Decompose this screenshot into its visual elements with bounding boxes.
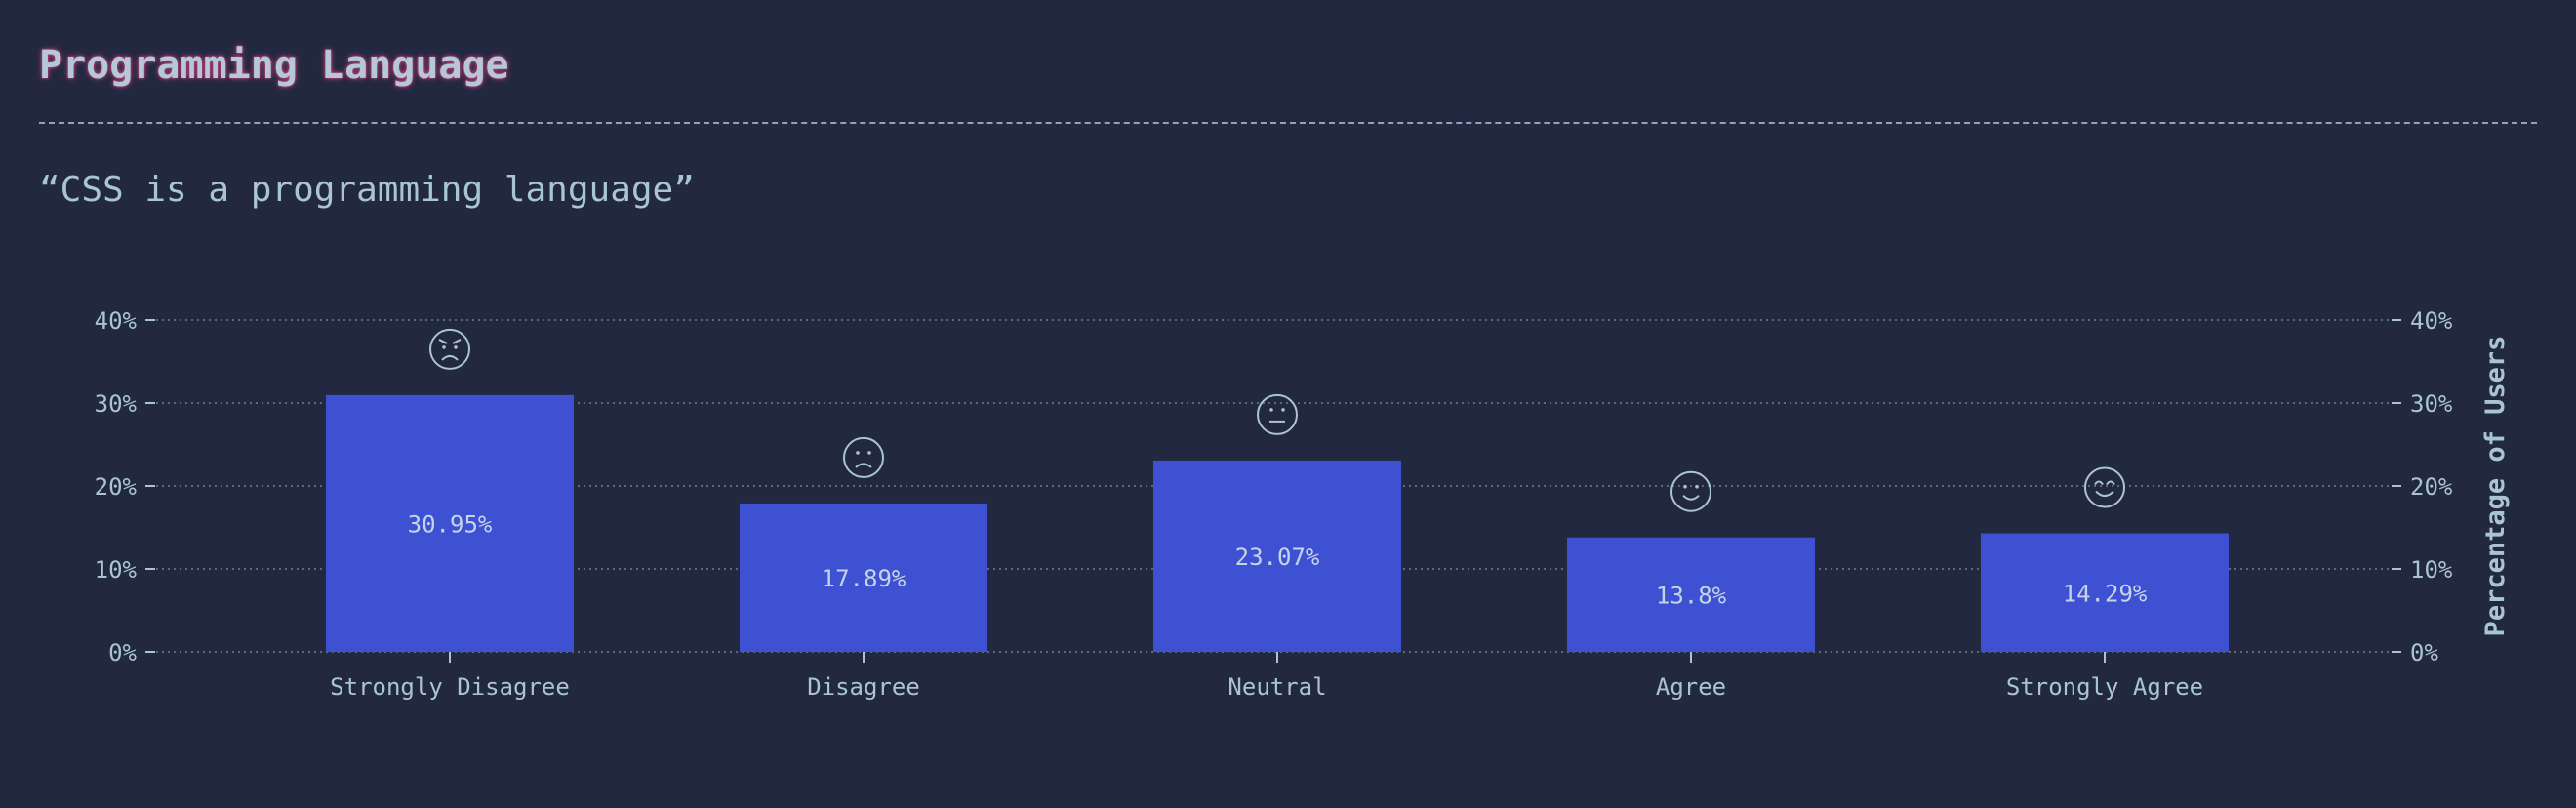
left-y-tick-label: 10%: [95, 556, 138, 584]
bar-group: 13.8%: [1567, 470, 1815, 652]
title-divider: [39, 122, 2537, 124]
bar-value-label: 23.07%: [1235, 544, 1320, 571]
bar: [740, 503, 987, 652]
left-y-tick-label: 40%: [95, 307, 138, 335]
left-y-tick-label: 20%: [95, 473, 138, 501]
right-y-tick-label: 0%: [2410, 639, 2438, 667]
bar: [1981, 533, 2229, 652]
slightly-smiling-face-icon: [1670, 470, 1711, 512]
right-y-tick-label: 30%: [2410, 390, 2453, 418]
bars: 30.95% 17.89% 23.07% 13.8% 14.29%: [326, 328, 2229, 652]
bar-group: 30.95%: [326, 328, 574, 652]
bar-value-label: 14.29%: [2063, 580, 2148, 607]
bar-group: 14.29%: [1981, 466, 2229, 652]
x-tick-label: Neutral: [1228, 673, 1326, 701]
x-tick-label: Strongly Disagree: [330, 673, 570, 701]
bar-group: 23.07%: [1153, 393, 1401, 652]
chart-title: Programming Language: [39, 43, 509, 88]
bar: [1153, 460, 1401, 652]
x-tick-label: Disagree: [807, 673, 920, 701]
x-axis: Strongly Disagree Disagree Neutral Agree Str…: [330, 652, 2203, 701]
bar-group: 17.89%: [740, 436, 987, 652]
bar: [326, 394, 574, 652]
smiling-face-icon: [2084, 466, 2125, 508]
right-y-tick-label: 40%: [2410, 307, 2453, 335]
bar: [1567, 537, 1815, 652]
bar-value-label: 17.89%: [822, 565, 906, 592]
left-y-axis: 0% 10% 20% 30% 40%: [95, 307, 155, 667]
right-y-axis-label: Percentage of Users: [2480, 336, 2511, 637]
chart-subtitle: “CSS is a programming language”: [39, 170, 695, 210]
right-y-tick-label: 20%: [2410, 473, 2453, 501]
bar-value-label: 30.95%: [408, 510, 493, 538]
left-y-tick-label: 0%: [108, 639, 137, 667]
x-tick-label: Agree: [1656, 673, 1726, 701]
bar-value-label: 13.8%: [1656, 582, 1727, 609]
right-y-axis: 0% 10% 20% 30% 40%: [2392, 307, 2453, 667]
angry-face-icon: [429, 328, 470, 370]
x-tick-label: Strongly Agree: [2006, 673, 2203, 701]
left-y-tick-label: 30%: [95, 390, 138, 418]
neutral-face-icon: [1257, 393, 1298, 435]
frowning-face-icon: [843, 436, 884, 478]
right-y-tick-label: 10%: [2410, 556, 2453, 584]
